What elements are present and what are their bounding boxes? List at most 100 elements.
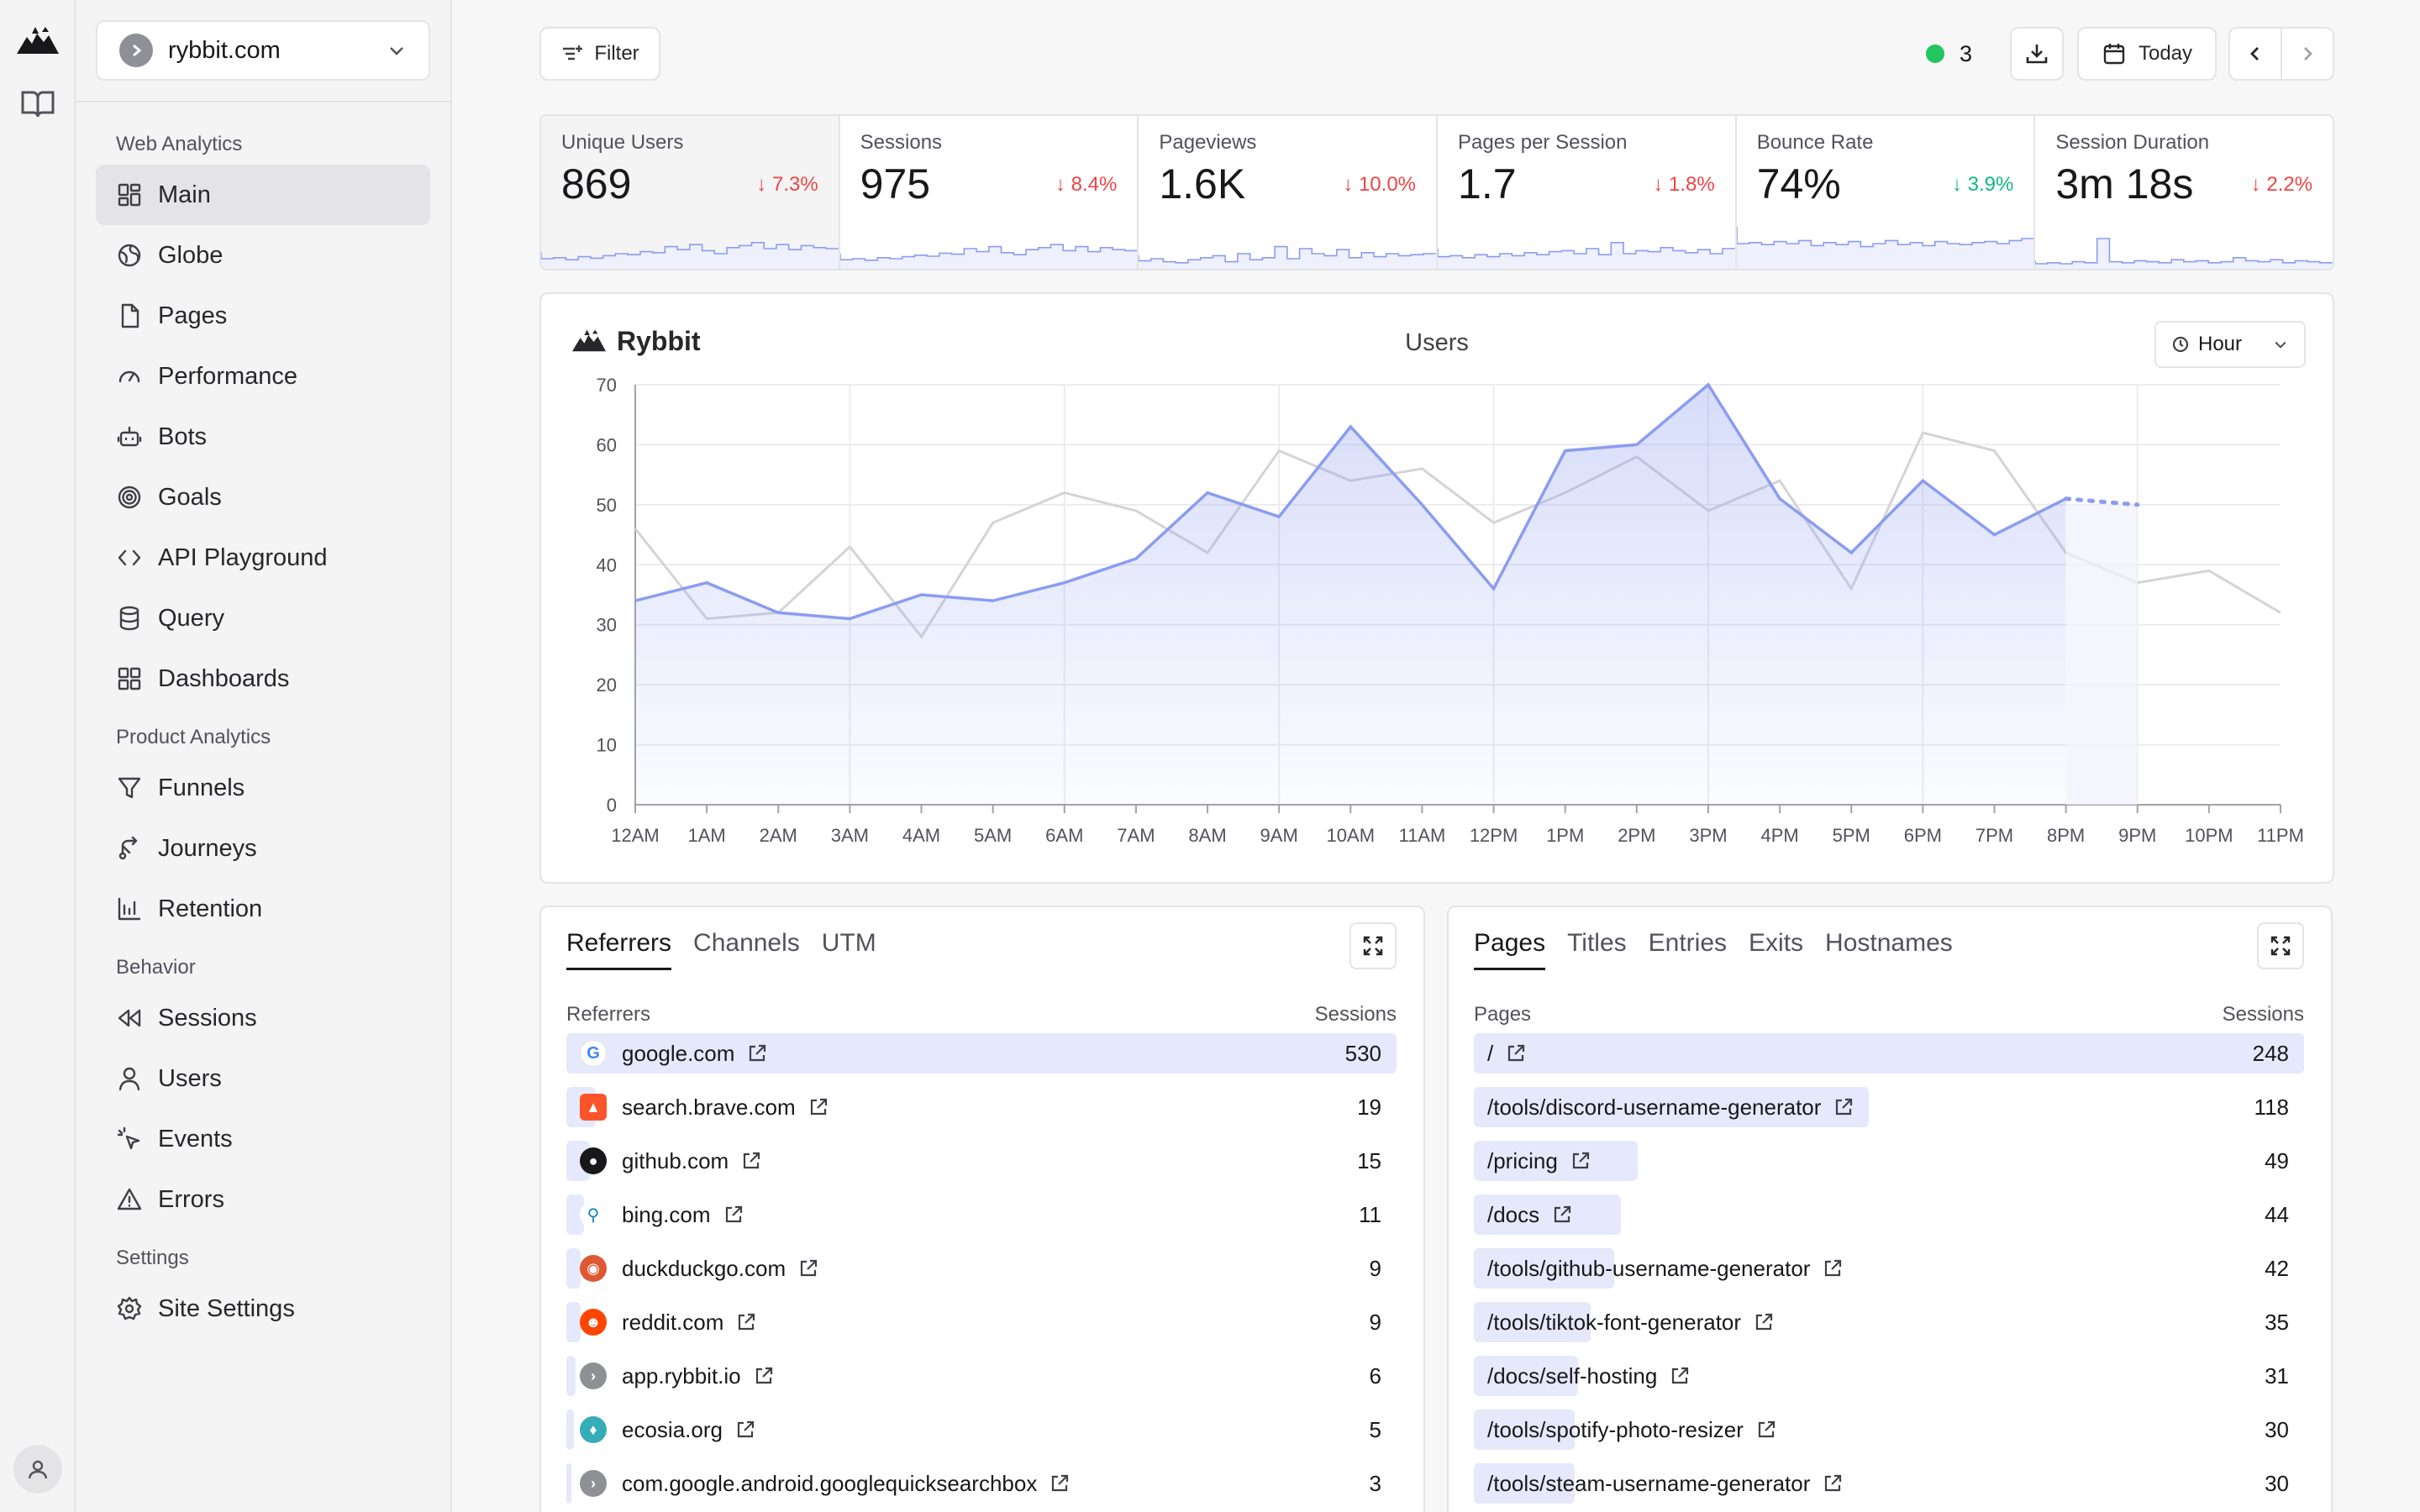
x-tick-label: 7PM	[1975, 825, 2013, 846]
stat-card-unique-users[interactable]: Unique Users 869 ↓ 7.3%	[541, 116, 840, 269]
pages-tab-pages[interactable]: Pages	[1474, 929, 1546, 970]
docs-book-icon[interactable]	[20, 89, 55, 119]
sidebar-item-retention[interactable]: Retention	[96, 879, 430, 939]
external-link-icon[interactable]	[1822, 1257, 1844, 1279]
pages-tab-hostnames[interactable]: Hostnames	[1825, 929, 1953, 957]
external-link-icon[interactable]	[746, 1042, 768, 1064]
page-row[interactable]: /tools/discord-username-generator 118	[1474, 1080, 2304, 1134]
row-value-bar	[566, 1194, 584, 1235]
sidebar-item-performance[interactable]: Performance	[96, 346, 430, 407]
sessions-column-label: Sessions	[1314, 1003, 1397, 1026]
page-row[interactable]: /pricing 49	[1474, 1134, 2304, 1188]
referrer-row[interactable]: ◉ duckduckgo.com 9	[566, 1242, 1397, 1295]
expand-referrers-button[interactable]	[1349, 922, 1397, 969]
user-avatar[interactable]	[13, 1445, 62, 1494]
sidebar-item-pages[interactable]: Pages	[96, 286, 430, 346]
referrer-row[interactable]: ● github.com 15	[566, 1134, 1397, 1188]
page-row[interactable]: /tools/tiktok-font-generator 35	[1474, 1295, 2304, 1349]
stat-label: Pageviews	[1159, 131, 1257, 154]
pages-tab-titles[interactable]: Titles	[1567, 929, 1627, 957]
external-link-icon[interactable]	[740, 1150, 762, 1172]
sidebar-item-errors[interactable]: Errors	[96, 1169, 430, 1230]
granularity-select[interactable]: Hour	[2154, 321, 2306, 368]
download-button[interactable]	[2010, 27, 2064, 81]
external-link-icon[interactable]	[1833, 1096, 1854, 1118]
sidebar-item-label: Errors	[158, 1185, 224, 1213]
stat-label: Pages per Session	[1458, 131, 1628, 154]
pages-tab-entries[interactable]: Entries	[1648, 929, 1728, 957]
sidebar-item-query[interactable]: Query	[96, 588, 430, 648]
previous-day-button[interactable]	[2230, 29, 2282, 79]
referrer-row[interactable]: ▲ search.brave.com 19	[566, 1080, 1397, 1134]
stat-card-sessions[interactable]: Sessions 975 ↓ 8.4%	[839, 116, 1139, 269]
stat-value: 1.7	[1458, 160, 1517, 207]
sidebar-item-globe[interactable]: Globe	[96, 225, 430, 286]
stat-card-session-duration[interactable]: Session Duration 3m 18s ↓ 2.2%	[2035, 116, 2333, 269]
referrer-row[interactable]: › com.google.android.googlequicksearchbo…	[566, 1457, 1397, 1510]
external-link-icon[interactable]	[723, 1204, 744, 1226]
referrer-row[interactable]: G google.com 530	[566, 1026, 1397, 1080]
referrer-row[interactable]: › app.rybbit.io 6	[566, 1349, 1397, 1403]
expand-pages-button[interactable]	[2257, 922, 2304, 969]
sidebar-item-site-settings[interactable]: Site Settings	[96, 1278, 430, 1339]
page-path: /tools/tiktok-font-generator	[1487, 1309, 1742, 1335]
date-picker-button[interactable]: Today	[2077, 27, 2217, 81]
referrers-tab-referrers[interactable]: Referrers	[566, 929, 672, 970]
stat-card-bounce-rate[interactable]: Bounce Rate 74% ↓ 3.9%	[1736, 116, 2036, 269]
pages-tab-exits[interactable]: Exits	[1749, 929, 1804, 957]
sidebar-item-users[interactable]: Users	[96, 1048, 430, 1109]
referrer-row[interactable]: ♦ ecosia.org 5	[566, 1403, 1397, 1457]
target-icon	[118, 486, 141, 509]
date-label: Today	[2138, 42, 2193, 65]
rybbit-logo-icon[interactable]	[15, 25, 60, 59]
row-value-bar	[1474, 1248, 1615, 1289]
referrer-row[interactable]: ☻ reddit.com 9	[566, 1295, 1397, 1349]
sidebar-item-dashboards[interactable]: Dashboards	[96, 648, 430, 709]
site-selector[interactable]: rybbit.com	[96, 20, 430, 81]
external-link-icon[interactable]	[1755, 1419, 1777, 1441]
sidebar-item-api-playground[interactable]: API Playground	[96, 528, 430, 588]
next-day-button[interactable]	[2282, 29, 2333, 79]
sidebar-item-bots[interactable]: Bots	[96, 407, 430, 467]
sidebar-item-main[interactable]: Main	[96, 165, 430, 225]
sidebar-item-funnels[interactable]: Funnels	[96, 758, 430, 818]
sidebar-item-journeys[interactable]: Journeys	[96, 818, 430, 879]
users-chart[interactable]: 0 10 20 30 40 50 60 70 12AM 1AM 2AM 3AM 4AM 5AM 6AM 7AM…	[541, 294, 2333, 882]
external-link-icon[interactable]	[1049, 1473, 1071, 1494]
referrer-name: app.rybbit.io	[622, 1362, 741, 1389]
row-sessions-count: 11	[1359, 1201, 1381, 1227]
referrer-row[interactable]: ⚲ bing.com 11	[566, 1188, 1397, 1242]
sidebar-nav: Web Analytics Main Globe Pages Performance Bo…	[96, 118, 430, 1339]
pages-header: Pages Sessions	[1474, 1003, 2304, 1026]
external-link-icon[interactable]	[753, 1365, 775, 1387]
page-row[interactable]: /tools/github-username-generator 42	[1474, 1242, 2304, 1295]
icon-rail	[0, 0, 76, 1512]
page-row[interactable]: /docs/self-hosting 31	[1474, 1349, 2304, 1403]
external-link-icon[interactable]	[1669, 1365, 1691, 1387]
external-link-icon[interactable]	[1753, 1311, 1775, 1333]
row-sessions-count: 44	[2265, 1201, 2289, 1227]
stat-card-pageviews[interactable]: Pageviews 1.6K ↓ 10.0%	[1139, 116, 1439, 269]
external-link-icon[interactable]	[797, 1257, 819, 1279]
external-link-icon[interactable]	[735, 1311, 757, 1333]
referrers-tab-utm[interactable]: UTM	[821, 929, 876, 957]
external-link-icon[interactable]	[808, 1096, 829, 1118]
external-link-icon[interactable]	[1822, 1473, 1844, 1494]
stat-card-pages-per-session[interactable]: Pages per Session 1.7 ↓ 1.8%	[1438, 116, 1737, 269]
rybbit-icon: ›	[580, 1362, 607, 1389]
page-row[interactable]: /tools/spotify-photo-resizer 30	[1474, 1403, 2304, 1457]
sidebar-item-label: Performance	[158, 362, 298, 390]
sidebar-item-sessions[interactable]: Sessions	[96, 988, 430, 1048]
page-row[interactable]: / 248	[1474, 1026, 2304, 1080]
filter-button[interactable]: Filter	[539, 27, 660, 81]
referrer-name: ecosia.org	[622, 1416, 723, 1442]
sidebar-item-events[interactable]: Events	[96, 1109, 430, 1169]
external-link-icon[interactable]	[1570, 1150, 1591, 1172]
external-link-icon[interactable]	[1551, 1204, 1573, 1226]
sidebar-item-goals[interactable]: Goals	[96, 467, 430, 528]
external-link-icon[interactable]	[734, 1419, 756, 1441]
external-link-icon[interactable]	[1505, 1042, 1527, 1064]
page-row[interactable]: /docs 44	[1474, 1188, 2304, 1242]
referrers-tab-channels[interactable]: Channels	[693, 929, 800, 957]
page-row[interactable]: /tools/steam-username-generator 30	[1474, 1457, 2304, 1510]
